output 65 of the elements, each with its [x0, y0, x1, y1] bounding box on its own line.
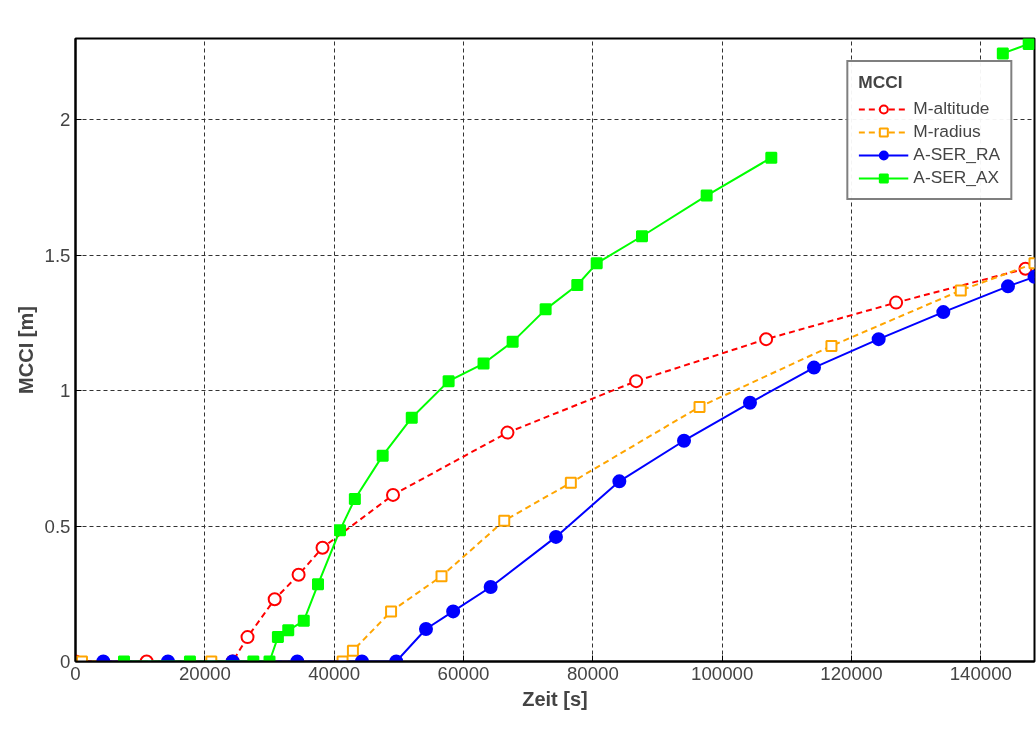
point: [483, 580, 498, 594]
legend-label: M-radius: [913, 121, 981, 142]
point: [539, 303, 552, 316]
point: [571, 278, 584, 291]
point: [765, 151, 778, 164]
point: [700, 189, 713, 202]
point: [386, 487, 401, 502]
point: [348, 492, 361, 505]
point: [240, 630, 255, 645]
x-tick-label: 20000: [178, 662, 231, 684]
y-tick-label: 2: [60, 109, 71, 131]
point: [506, 335, 519, 348]
point: [871, 332, 886, 347]
point: [612, 474, 627, 489]
point: [385, 605, 398, 618]
point: [677, 433, 692, 448]
point: [635, 230, 648, 243]
point: [376, 449, 389, 462]
point: [806, 360, 821, 375]
point: [936, 305, 951, 320]
point: [435, 570, 448, 583]
x-tick-label: 100000: [691, 662, 754, 684]
point: [693, 400, 706, 413]
y-tick-label: 1: [60, 380, 71, 402]
x-tick-label: 140000: [949, 662, 1012, 684]
point: [282, 624, 295, 637]
point: [418, 622, 433, 636]
point: [759, 332, 774, 347]
point: [500, 425, 515, 440]
point: [825, 339, 838, 352]
point: [1000, 279, 1015, 294]
point: [498, 514, 511, 527]
point: [996, 47, 1009, 60]
x-tick-label: 60000: [437, 662, 490, 684]
point: [889, 295, 904, 310]
x-tick-label: 80000: [566, 662, 619, 684]
point: [742, 395, 757, 410]
legend-title: MCCI: [858, 72, 904, 93]
x-axis-title: Zeit [s]: [522, 687, 588, 710]
point: [315, 540, 330, 555]
point: [446, 604, 461, 619]
point: [1022, 38, 1035, 50]
point: [312, 578, 324, 591]
x-tick-label: 40000: [308, 662, 361, 684]
point: [564, 476, 577, 489]
legend-label: M-altitude: [913, 98, 990, 119]
point: [548, 529, 563, 544]
y-axis-title: MCCI [m]: [14, 306, 37, 394]
point: [405, 411, 418, 424]
legend-label: A-SER_RA: [913, 144, 1000, 165]
point: [297, 614, 310, 627]
point: [590, 257, 603, 270]
point: [267, 592, 282, 607]
point: [271, 631, 284, 644]
x-tick-label: 120000: [820, 662, 883, 684]
y-tick-label: 1.5: [44, 244, 71, 266]
point: [346, 644, 359, 657]
point: [477, 357, 490, 370]
point: [629, 374, 644, 389]
y-tick-label: 0.5: [44, 515, 71, 537]
legend-label: A-SER_AX: [913, 167, 1000, 188]
point: [954, 284, 967, 297]
point: [442, 375, 455, 388]
point: [291, 567, 306, 582]
point: [333, 524, 346, 537]
